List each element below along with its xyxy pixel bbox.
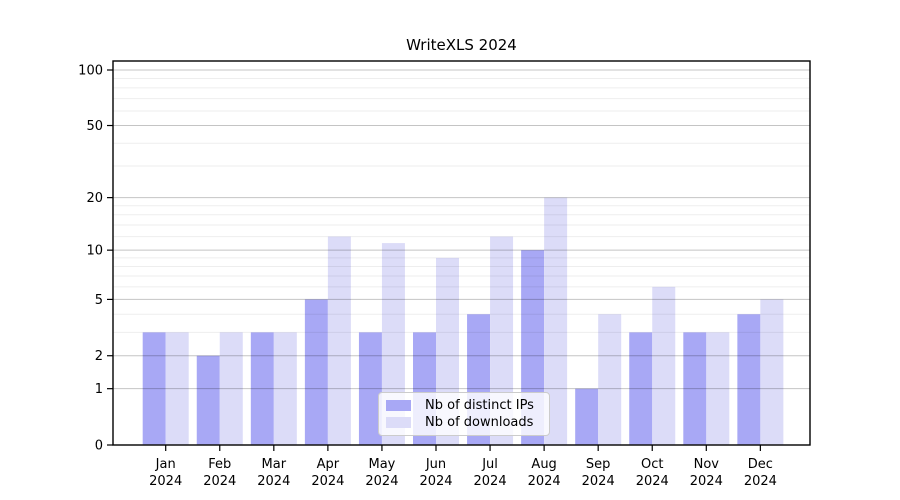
bar-oct-series1: [652, 286, 676, 445]
x-tick-label-month: Sep: [586, 457, 611, 472]
bar-aug-series1: [544, 197, 568, 445]
bar-jan-series1: [165, 332, 189, 445]
x-tick-label-year: 2024: [311, 474, 344, 489]
x-tick-label-month: Jan: [155, 457, 176, 472]
y-tick-label: 1: [95, 382, 103, 397]
x-tick-label-year: 2024: [744, 474, 777, 489]
legend-label-distinct-ips: Nb of distinct IPs: [425, 398, 534, 413]
plot-border: [112, 60, 811, 446]
x-tick-label-month: Jun: [425, 457, 446, 472]
bar-dec-series0: [737, 314, 761, 445]
y-tick-label: 10: [86, 244, 103, 259]
x-tick-label-year: 2024: [149, 474, 182, 489]
chart-title: WriteXLS 2024: [406, 36, 517, 54]
x-tick-label-month: Mar: [262, 457, 287, 472]
x-tick-label-month: Apr: [317, 457, 340, 472]
bar-feb-series1: [219, 332, 243, 445]
x-tick-label-year: 2024: [474, 474, 507, 489]
bar-mar-series1: [273, 332, 297, 445]
bar-mar-series0: [250, 332, 274, 445]
legend-swatch-downloads: [386, 417, 411, 428]
bar-nov-series0: [683, 332, 707, 445]
bar-sep-series0: [575, 388, 599, 445]
x-tick-label-year: 2024: [636, 474, 669, 489]
x-tick-label-year: 2024: [528, 474, 561, 489]
x-tick-label-year: 2024: [419, 474, 452, 489]
legend: Nb of distinct IPs Nb of downloads: [378, 392, 550, 436]
y-tick-label: 50: [86, 119, 103, 134]
bar-jan-series0: [142, 332, 166, 445]
legend-swatch-distinct-ips: [386, 400, 411, 411]
x-tick-label-year: 2024: [582, 474, 615, 489]
bar-apr-series1: [327, 236, 351, 445]
x-tick-label-year: 2024: [365, 474, 398, 489]
y-tick-label: 100: [78, 64, 103, 79]
bar-dec-series1: [760, 299, 784, 445]
y-tick-label: 2: [95, 349, 103, 364]
legend-item-downloads: Nb of downloads: [386, 415, 549, 430]
legend-label-downloads: Nb of downloads: [425, 415, 534, 430]
x-tick-label-month: Nov: [694, 457, 720, 472]
x-tick-label-month: Jul: [481, 457, 498, 472]
legend-item-distinct-ips: Nb of distinct IPs: [386, 398, 549, 413]
x-tick-label-month: Dec: [748, 457, 773, 472]
bar-nov-series1: [706, 332, 730, 445]
y-tick-label: 5: [95, 293, 103, 308]
bar-apr-series0: [304, 299, 328, 445]
x-tick-label-year: 2024: [257, 474, 290, 489]
x-tick-label-month: May: [368, 457, 395, 472]
bar-may-series0: [358, 332, 382, 445]
bar-feb-series0: [196, 355, 220, 445]
y-tick-label: 0: [95, 439, 103, 454]
x-tick-label-month: Oct: [641, 457, 663, 472]
x-tick-label-month: Aug: [531, 457, 556, 472]
bar-sep-series1: [598, 314, 622, 445]
x-tick-label-month: Feb: [208, 457, 231, 472]
y-tick-label: 20: [86, 191, 103, 206]
x-tick-label-year: 2024: [690, 474, 723, 489]
x-tick-label-year: 2024: [203, 474, 236, 489]
bar-oct-series0: [629, 332, 653, 445]
